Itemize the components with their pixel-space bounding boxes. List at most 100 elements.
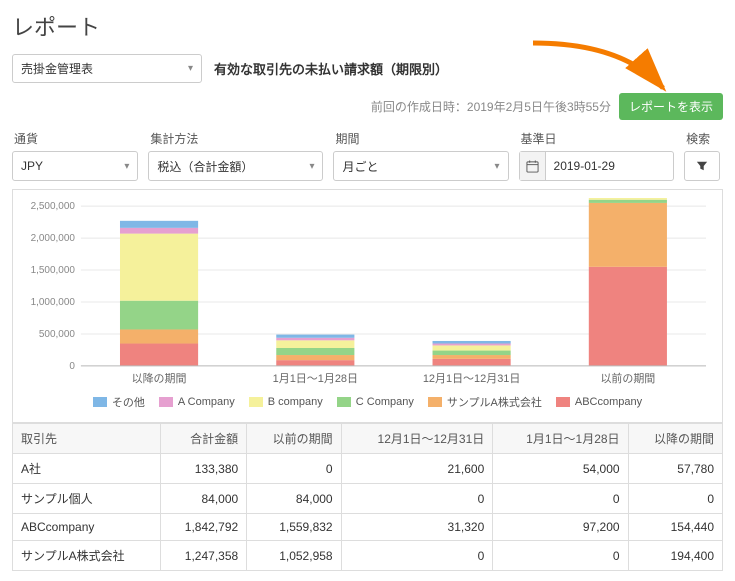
chevron-down-icon: ▾: [301, 161, 322, 172]
page-title: レポート: [12, 10, 723, 42]
row-label: ABCcompany: [13, 514, 161, 541]
legend-item-bcompany: B company: [249, 394, 323, 410]
bar-ccompany: [589, 200, 667, 203]
period-select[interactable]: 月ごと ▾: [333, 151, 508, 181]
row-label: サンプル個人: [13, 484, 161, 514]
refdate-input[interactable]: 2019-01-29: [519, 151, 675, 181]
cell: 57,780: [628, 454, 722, 484]
table-row: ABCcompany1,842,7921,559,83231,32097,200…: [13, 514, 723, 541]
cell: 1,247,358: [160, 541, 246, 571]
bar-abccompany: [433, 359, 511, 366]
legend-item-other: その他: [93, 394, 145, 410]
cell: 0: [493, 484, 628, 514]
table-header: 取引先: [13, 424, 161, 454]
cell: 54,000: [493, 454, 628, 484]
cell: 21,600: [341, 454, 493, 484]
bar-other: [276, 335, 354, 338]
table-row: A社133,380021,60054,00057,780: [13, 454, 723, 484]
refdate-label: 基準日: [519, 130, 675, 147]
row-label: サンプルA株式会社: [13, 541, 161, 571]
currency-select[interactable]: JPY ▾: [12, 151, 138, 181]
table-row: サンプルA株式会社1,247,3581,052,95800194,400: [13, 541, 723, 571]
bar-bcompany: [433, 345, 511, 350]
svg-text:2,500,000: 2,500,000: [31, 201, 76, 212]
cell: 0: [341, 484, 493, 514]
legend-item-acompany: A Company: [159, 394, 235, 410]
cell: 97,200: [493, 514, 628, 541]
bar-abccompany: [120, 344, 198, 366]
legend-item-sampleA: サンプルA株式会社: [428, 394, 542, 410]
row-label: A社: [13, 454, 161, 484]
bar-ccompany: [276, 348, 354, 355]
svg-text:以前の期間: 以前の期間: [600, 371, 655, 385]
bar-sampleA: [120, 329, 198, 343]
svg-text:500,000: 500,000: [39, 329, 75, 340]
chart-legend: その他 A Company B company C Company サンプルA株式会社 A…: [23, 388, 712, 418]
svg-text:12月1日～12月31日: 12月1日～12月31日: [423, 373, 521, 385]
cell: 1,052,958: [247, 541, 341, 571]
last-run-text: 前回の作成日時：2019年2月5日午後3時55分: [371, 98, 611, 115]
bar-sampleA: [276, 355, 354, 360]
table-header: 合計金額: [160, 424, 246, 454]
bar-ccompany: [433, 351, 511, 355]
svg-text:1月1日～1月28日: 1月1日～1月28日: [273, 373, 358, 385]
filter-icon: [696, 160, 708, 172]
cell: 0: [341, 541, 493, 571]
cell: 84,000: [160, 484, 246, 514]
currency-label: 通貨: [12, 130, 138, 147]
calendar-icon: [520, 152, 546, 180]
bar-sampleA: [433, 355, 511, 359]
chevron-down-icon: ▾: [486, 161, 507, 172]
cell: 0: [247, 454, 341, 484]
bar-ccompany: [120, 301, 198, 330]
cell: 31,320: [341, 514, 493, 541]
cell: 84,000: [247, 484, 341, 514]
bar-bcompany: [276, 340, 354, 348]
bar-bcompany: [120, 234, 198, 301]
bar-other: [433, 341, 511, 344]
period-label: 期間: [333, 130, 508, 147]
table-header: 12月1日～12月31日: [341, 424, 493, 454]
stacked-bar-chart: 0500,0001,000,0001,500,0002,000,0002,500…: [23, 198, 712, 388]
bar-abccompany: [589, 267, 667, 366]
table-row: サンプル個人84,00084,000000: [13, 484, 723, 514]
legend-item-ccompany: C Company: [337, 394, 414, 410]
bar-acompany: [433, 344, 511, 346]
chevron-down-icon: ▾: [116, 161, 137, 172]
method-value: 税込（合計金額）: [149, 153, 301, 180]
filter-button[interactable]: [684, 151, 720, 181]
bar-acompany: [120, 228, 198, 234]
svg-text:2,000,000: 2,000,000: [31, 233, 76, 244]
table-header: 1月1日～1月28日: [493, 424, 628, 454]
cell: 0: [493, 541, 628, 571]
bar-abccompany: [276, 360, 354, 366]
legend-item-abccompany: ABCcompany: [556, 394, 642, 410]
cell: 0: [628, 484, 722, 514]
period-value: 月ごと: [334, 153, 486, 180]
table-header: 以前の期間: [247, 424, 341, 454]
method-select[interactable]: 税込（合計金額） ▾: [148, 151, 323, 181]
chevron-down-icon: ▾: [180, 63, 201, 74]
bar-sampleA: [589, 203, 667, 267]
svg-text:1,500,000: 1,500,000: [31, 265, 76, 276]
table-header: 以降の期間: [628, 424, 722, 454]
show-report-button[interactable]: レポートを表示: [619, 93, 723, 120]
bar-bcompany: [589, 198, 667, 200]
svg-text:1,000,000: 1,000,000: [31, 297, 76, 308]
summary-table: 取引先合計金額以前の期間12月1日～12月31日1月1日～1月28日以降の期間 …: [12, 423, 723, 571]
cell: 1,842,792: [160, 514, 246, 541]
cell: 133,380: [160, 454, 246, 484]
search-label: 検索: [684, 130, 723, 147]
report-subtitle: 有効な取引先の未払い請求額（期限別）: [214, 59, 448, 78]
currency-value: JPY: [13, 154, 116, 178]
bar-acompany: [276, 338, 354, 341]
report-type-select[interactable]: 売掛金管理表 ▾: [12, 54, 202, 83]
bar-other: [120, 221, 198, 228]
chart-panel: 0500,0001,000,0001,500,0002,000,0002,500…: [12, 189, 723, 423]
cell: 1,559,832: [247, 514, 341, 541]
svg-text:以降の期間: 以降の期間: [132, 371, 187, 385]
cell: 154,440: [628, 514, 722, 541]
refdate-value: 2019-01-29: [546, 159, 623, 173]
cell: 194,400: [628, 541, 722, 571]
report-type-value: 売掛金管理表: [13, 55, 180, 82]
